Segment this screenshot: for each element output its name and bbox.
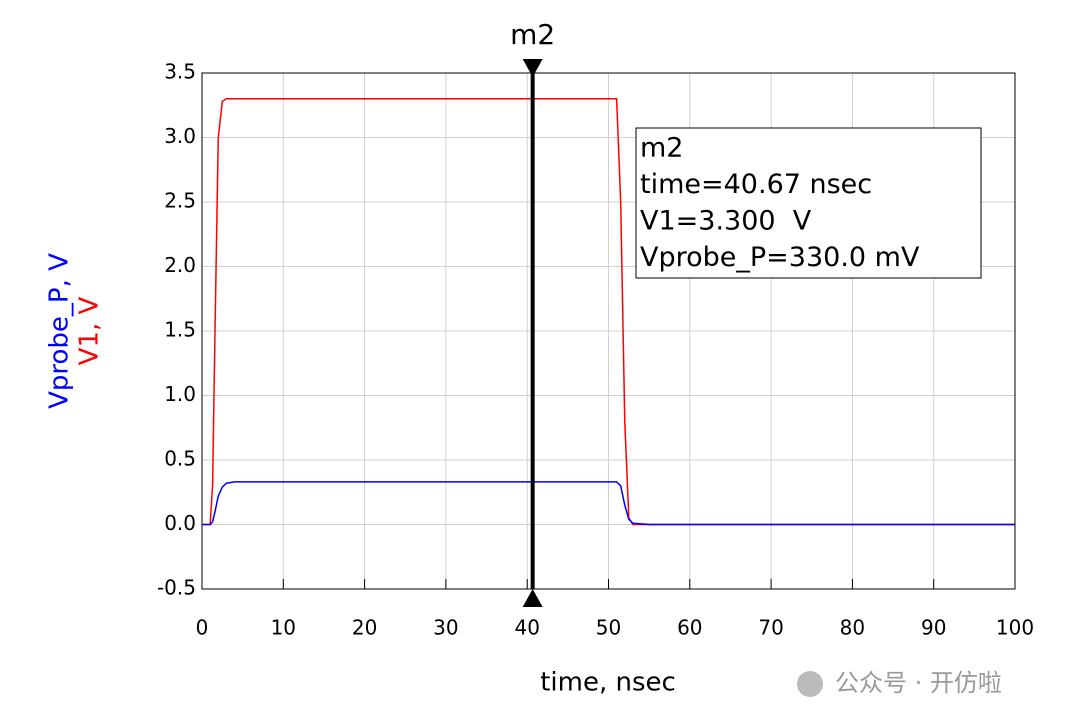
marker-readout: time=40.67 nsec xyxy=(640,169,872,200)
marker-arrow xyxy=(522,59,543,77)
y-tick-label: 2.0 xyxy=(164,253,196,277)
x-tick-label: 60 xyxy=(677,616,702,640)
marker-readout: Vprobe_P=330.0 mV xyxy=(640,242,920,273)
x-tick-label: 0 xyxy=(196,616,209,640)
x-tick-label: 70 xyxy=(758,616,783,640)
y-tick-label: 3.5 xyxy=(164,60,196,84)
marker-name: m2 xyxy=(510,18,555,51)
y-tick-label: 1.5 xyxy=(164,318,196,342)
marker-readout: m2 xyxy=(640,133,683,164)
x-tick-label: 10 xyxy=(271,616,296,640)
y-tick-label: 0.5 xyxy=(164,447,196,471)
plot-frame xyxy=(201,72,1016,590)
y-axis-label: V1, V xyxy=(75,296,105,365)
y-tick-label: -0.5 xyxy=(157,576,196,600)
watermark-icon xyxy=(797,671,823,697)
watermark: 公众号 · 开仿啦 xyxy=(835,669,1002,697)
x-axis-label: time, nsec xyxy=(540,668,676,698)
y-tick-label: 1.0 xyxy=(164,382,196,406)
y-tick-label: 3.0 xyxy=(164,124,196,148)
x-tick-label: 100 xyxy=(996,616,1034,640)
y-tick-label: 2.5 xyxy=(164,189,196,213)
y-axis-label: Vprobe_P, V xyxy=(45,253,75,409)
data-line xyxy=(202,481,1015,526)
x-tick-label: 80 xyxy=(840,616,865,640)
x-tick-label: 90 xyxy=(921,616,946,640)
x-tick-label: 30 xyxy=(433,616,458,640)
y-tick-label: 0.0 xyxy=(164,511,196,535)
marker-arrow xyxy=(522,589,543,607)
x-tick-label: 40 xyxy=(514,616,539,640)
marker-readout-box xyxy=(635,127,982,279)
x-tick-label: 50 xyxy=(596,616,621,640)
marker-readout: V1=3.300 V xyxy=(640,206,812,237)
x-tick-label: 20 xyxy=(352,616,377,640)
